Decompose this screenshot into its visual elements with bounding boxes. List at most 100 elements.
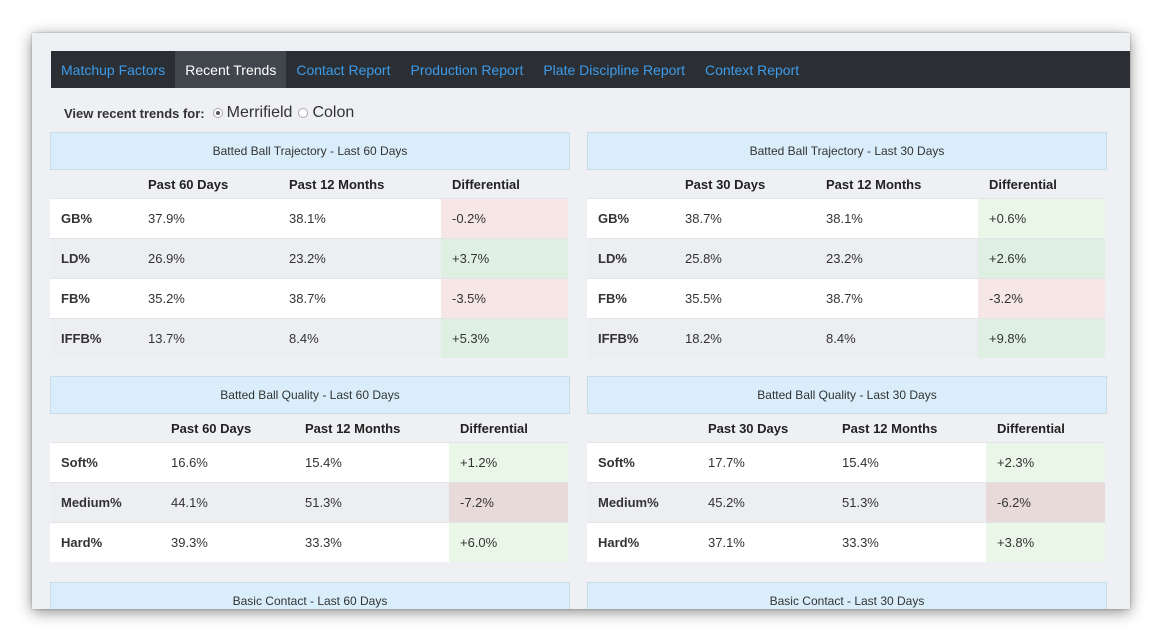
table-row: FB% 35.2% 38.7% -3.5% bbox=[50, 278, 568, 319]
differential-cell: +1.2% bbox=[449, 442, 568, 483]
row-label: Hard% bbox=[50, 522, 160, 562]
panel-quality-60: Batted Ball Quality - Last 60 Days Past … bbox=[50, 376, 570, 562]
col-header bbox=[587, 414, 697, 443]
col-header: Past 30 Days bbox=[674, 170, 815, 199]
table-row: GB% 37.9% 38.1% -0.2% bbox=[50, 198, 568, 239]
differential-cell: +3.7% bbox=[441, 238, 568, 279]
table-row: GB% 38.7% 38.1% +0.6% bbox=[587, 198, 1105, 239]
cell: 37.1% bbox=[697, 522, 831, 562]
tab-production-report[interactable]: Production Report bbox=[410, 61, 524, 78]
differential-cell: +2.6% bbox=[978, 238, 1105, 279]
col-header: Past 12 Months bbox=[831, 414, 986, 443]
col-header: Differential bbox=[449, 414, 568, 443]
differential-cell: +3.8% bbox=[986, 522, 1105, 562]
row-label: Hard% bbox=[587, 522, 697, 562]
cell: 23.2% bbox=[815, 238, 978, 279]
differential-cell: -7.2% bbox=[449, 482, 568, 523]
radio-merrifield[interactable] bbox=[212, 108, 223, 118]
cell: 38.7% bbox=[674, 198, 815, 239]
cell: 38.7% bbox=[815, 278, 978, 319]
row-label: Soft% bbox=[50, 442, 160, 483]
col-header bbox=[50, 170, 137, 199]
tab-recent-trends[interactable]: Recent Trends bbox=[175, 51, 287, 88]
cell: 39.3% bbox=[160, 522, 294, 562]
panel-title: Batted Ball Trajectory - Last 30 Days bbox=[587, 132, 1107, 170]
row-label: GB% bbox=[50, 198, 137, 239]
cell: 38.1% bbox=[278, 198, 441, 239]
col-header: Past 30 Days bbox=[697, 414, 831, 443]
table-row: Hard% 39.3% 33.3% +6.0% bbox=[50, 522, 568, 562]
col-header: Past 60 Days bbox=[160, 414, 294, 443]
stats-table: Past 60 Days Past 12 Months Differential… bbox=[50, 414, 568, 562]
row-label: FB% bbox=[50, 278, 137, 319]
stats-table: Past 30 Days Past 12 Months Differential… bbox=[587, 414, 1105, 562]
col-header: Differential bbox=[986, 414, 1105, 443]
panel-title: Batted Ball Trajectory - Last 60 Days bbox=[50, 132, 570, 170]
panel-trajectory-60: Batted Ball Trajectory - Last 60 Days Pa… bbox=[50, 132, 570, 358]
panel-contact-60: Basic Contact - Last 60 Days bbox=[50, 582, 570, 609]
cell: 13.7% bbox=[137, 318, 278, 358]
table-row: Medium% 45.2% 51.3% -6.2% bbox=[587, 482, 1105, 523]
panel-title: Basic Contact - Last 60 Days bbox=[50, 582, 570, 609]
cell: 35.2% bbox=[137, 278, 278, 319]
table-row: LD% 26.9% 23.2% +3.7% bbox=[50, 238, 568, 279]
differential-cell: +0.6% bbox=[978, 198, 1105, 239]
cell: 25.8% bbox=[674, 238, 815, 279]
app-window: Matchup Factors Recent Trends Contact Re… bbox=[32, 33, 1130, 609]
col-header: Past 12 Months bbox=[278, 170, 441, 199]
tab-matchup-factors[interactable]: Matchup Factors bbox=[61, 61, 166, 78]
cell: 8.4% bbox=[815, 318, 978, 358]
differential-cell: -3.2% bbox=[978, 278, 1105, 319]
row-label: Medium% bbox=[50, 482, 160, 523]
panel-title: Batted Ball Quality - Last 30 Days bbox=[587, 376, 1107, 414]
tab-contact-report[interactable]: Contact Report bbox=[296, 61, 391, 78]
report-tabs: Matchup Factors Recent Trends Contact Re… bbox=[51, 51, 1130, 88]
cell: 51.3% bbox=[294, 482, 449, 523]
table-row: Soft% 16.6% 15.4% +1.2% bbox=[50, 442, 568, 483]
row-label: Soft% bbox=[587, 442, 697, 483]
row-label: IFFB% bbox=[50, 318, 137, 358]
col-header bbox=[50, 414, 160, 443]
table-header-row: Past 30 Days Past 12 Months Differential bbox=[587, 414, 1105, 443]
table-row: IFFB% 18.2% 8.4% +9.8% bbox=[587, 318, 1105, 358]
row-label: FB% bbox=[587, 278, 674, 319]
table-row: Hard% 37.1% 33.3% +3.8% bbox=[587, 522, 1105, 562]
row-label: GB% bbox=[587, 198, 674, 239]
cell: 37.9% bbox=[137, 198, 278, 239]
panel-title: Batted Ball Quality - Last 60 Days bbox=[50, 376, 570, 414]
cell: 8.4% bbox=[278, 318, 441, 358]
differential-cell: +9.8% bbox=[978, 318, 1105, 358]
cell: 23.2% bbox=[278, 238, 441, 279]
cell: 33.3% bbox=[831, 522, 986, 562]
cell: 26.9% bbox=[137, 238, 278, 279]
radio-merrifield-label[interactable]: Merrifield bbox=[226, 104, 293, 121]
radio-colon-label[interactable]: Colon bbox=[312, 104, 355, 121]
differential-cell: -0.2% bbox=[441, 198, 568, 239]
table-row: FB% 35.5% 38.7% -3.2% bbox=[587, 278, 1105, 319]
radio-colon[interactable] bbox=[298, 108, 309, 118]
row-label: IFFB% bbox=[587, 318, 674, 358]
tab-plate-discipline-report[interactable]: Plate Discipline Report bbox=[543, 61, 685, 78]
table-row: IFFB% 13.7% 8.4% +5.3% bbox=[50, 318, 568, 358]
cell: 17.7% bbox=[697, 442, 831, 483]
row-label: LD% bbox=[587, 238, 674, 279]
differential-cell: +5.3% bbox=[441, 318, 568, 358]
differential-cell: -3.5% bbox=[441, 278, 568, 319]
cell: 15.4% bbox=[294, 442, 449, 483]
row-label: Medium% bbox=[587, 482, 697, 523]
panel-contact-30: Basic Contact - Last 30 Days bbox=[587, 582, 1107, 609]
col-header: Differential bbox=[978, 170, 1105, 199]
stats-table: Past 30 Days Past 12 Months Differential… bbox=[587, 170, 1105, 358]
panel-trajectory-30: Batted Ball Trajectory - Last 30 Days Pa… bbox=[587, 132, 1107, 358]
tab-context-report[interactable]: Context Report bbox=[704, 61, 800, 78]
col-header: Differential bbox=[441, 170, 568, 199]
table-row: Soft% 17.7% 15.4% +2.3% bbox=[587, 442, 1105, 483]
panel-title: Basic Contact - Last 30 Days bbox=[587, 582, 1107, 609]
table-row: Medium% 44.1% 51.3% -7.2% bbox=[50, 482, 568, 523]
table-header-row: Past 60 Days Past 12 Months Differential bbox=[50, 170, 568, 199]
cell: 45.2% bbox=[697, 482, 831, 523]
player-selector-label: View recent trends for: bbox=[64, 105, 205, 121]
panel-quality-30: Batted Ball Quality - Last 30 Days Past … bbox=[587, 376, 1107, 562]
cell: 38.1% bbox=[815, 198, 978, 239]
differential-cell: -6.2% bbox=[986, 482, 1105, 523]
